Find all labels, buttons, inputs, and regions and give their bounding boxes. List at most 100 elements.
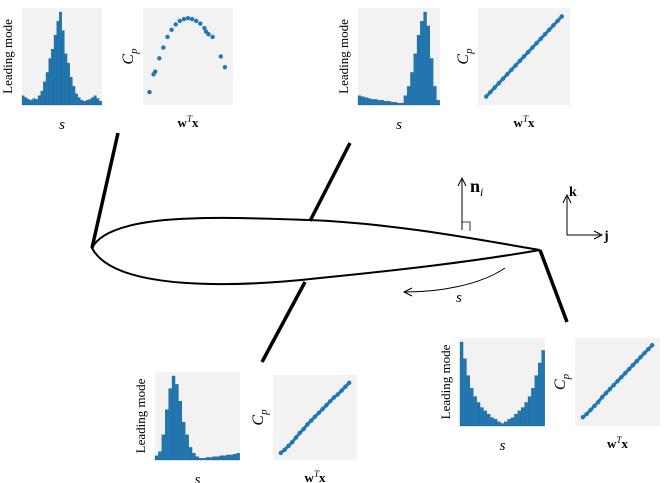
leader-line [90,132,120,249]
scatter-point [189,16,195,22]
scatter-band [556,15,563,22]
hist-bar [53,35,57,106]
scatter-band [340,385,347,392]
scatter-band [624,368,631,375]
hist-bar [48,58,52,106]
scatter-band [344,381,351,388]
scatter-band [497,77,505,85]
hist-bar [487,414,491,427]
scatter-band [535,37,542,45]
hist-bar [24,97,28,106]
hist-bar [527,396,532,427]
hist-bar [216,456,220,461]
hist-bar [410,72,414,106]
hist-bar [59,11,62,106]
hist-x-label: s [500,438,506,454]
hist-bar [43,81,46,106]
scatter-y-label: Cp [250,409,270,426]
cp-base: C [455,54,472,65]
hist-bar [380,100,385,106]
hist-bar [21,95,25,106]
scatter-band [531,42,538,49]
hist-bar [423,11,427,106]
hist-bar [403,95,408,106]
hist-y-label: Leading mode [336,19,351,94]
hist-bar [99,101,102,106]
hist-x-label: s [59,117,65,133]
hist-bar [75,93,78,106]
scatter-point [206,32,211,37]
hist-bar [374,99,378,106]
scatter-band [548,24,555,31]
scatter-band [493,82,500,89]
hist-bar [80,100,84,106]
hist-bar [538,362,542,427]
scatter-band [506,68,513,76]
scatter-band [501,73,509,80]
hist-bar [195,456,200,461]
scatter-band [552,19,559,27]
scatter-point [153,69,158,74]
w-symbol: w [178,115,188,130]
scatter-band [527,46,534,54]
scatter-band [291,436,298,444]
scatter-x-label: wTx [305,469,326,483]
hist-bar [27,99,30,106]
hist-bar [364,97,368,106]
arrow-head [457,176,467,187]
hist-bar [534,375,539,427]
scatter-point [157,56,162,61]
scatter-band [620,372,627,379]
airfoil-diagram [90,132,604,363]
hist-bar [188,447,193,461]
hist-bar [510,417,515,427]
hist-bar [483,410,488,427]
scatter-point [177,18,182,24]
hist-bar [400,102,404,106]
scatter-band [647,344,654,351]
hist-bar [96,98,100,106]
hist-bar [377,100,381,106]
hist-bar [236,453,240,461]
cp-sub: p [258,409,270,416]
hist-bar [493,419,498,427]
hist-bar [413,53,417,106]
hist-bar [40,90,44,106]
hist-bar [161,434,166,461]
scatter-band [585,408,592,416]
scatter-point [202,25,207,31]
hist-bar [517,410,522,427]
hist-bar [473,396,477,427]
hist-bar [433,86,437,106]
hist-bar [61,30,65,106]
hist-bar [426,25,430,106]
hist-bar [514,414,518,427]
hist-bar [463,358,467,427]
cp-sub: p [560,373,572,380]
hist-bar [470,388,474,427]
scatter-point [218,54,223,59]
hist-bar [222,455,227,461]
hist-x-label: s [195,472,201,483]
scatter-band [581,412,588,419]
scatter-point [181,16,187,22]
arrow-head [562,193,572,204]
scatter-band [612,380,619,387]
hist-bar [64,53,68,106]
scatter-x-label: wTx [514,114,535,130]
scatter-band [601,392,608,399]
hist-bar [531,388,535,427]
s-label: s [456,290,462,306]
hist-bar [459,341,464,427]
hist-bar [497,421,501,427]
scatter-band [279,448,286,455]
scatter-band [333,393,339,399]
hist-bar [500,423,505,427]
hist-bar [168,388,172,461]
hist-bar [154,455,159,461]
scatter-band [639,352,646,359]
scatter-band [510,64,517,71]
hist-bar [387,101,391,106]
scatter-band [294,431,301,439]
hist-bar [430,58,434,106]
